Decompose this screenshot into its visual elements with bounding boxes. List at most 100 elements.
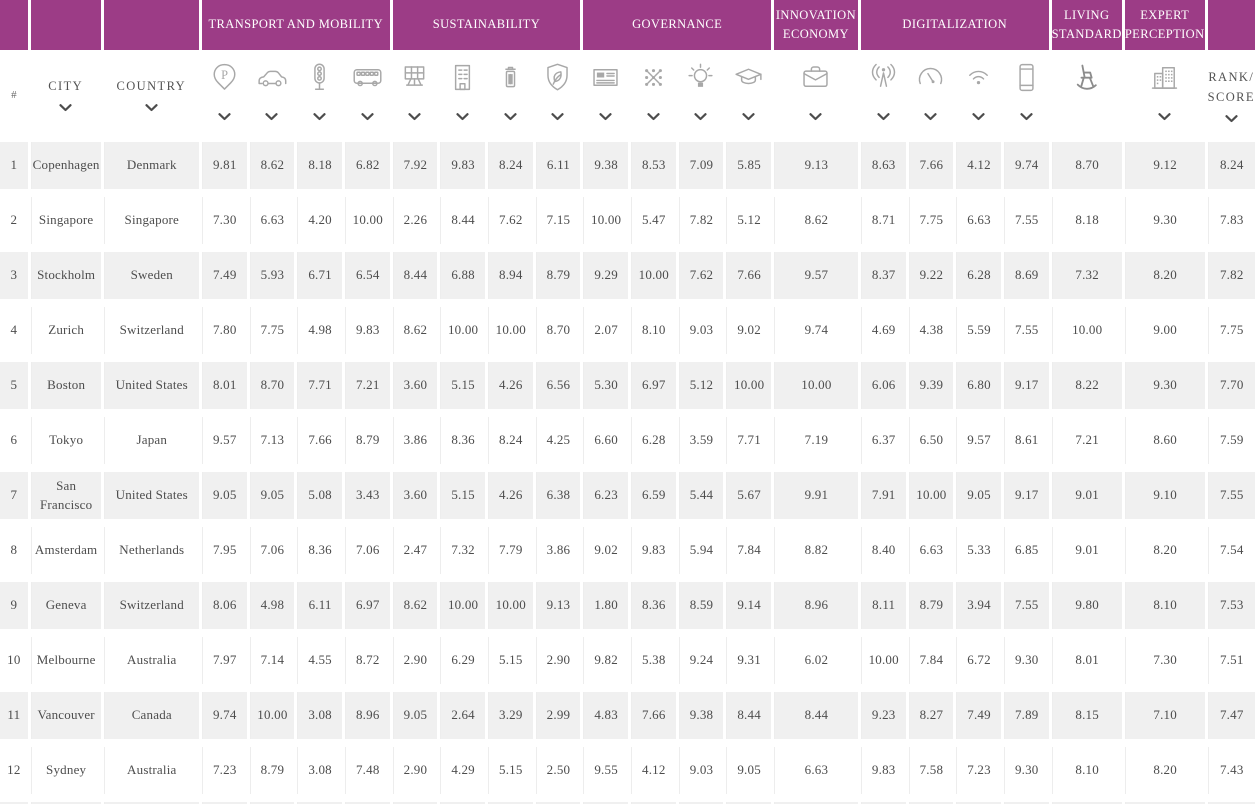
score-cell-living: 7.21	[1051, 417, 1122, 464]
column-header-car[interactable]	[249, 58, 295, 134]
column-header-ideas[interactable]	[678, 58, 724, 134]
sort-chevron-icon[interactable]	[1208, 110, 1255, 128]
score-cell-ideas: 9.03	[678, 747, 724, 794]
sort-chevron-icon[interactable]	[250, 108, 295, 126]
score-cell-score: 7.43	[1207, 747, 1255, 794]
score-cell-speed: 10.00	[908, 472, 954, 519]
score-cell-community: 4.12	[630, 747, 676, 794]
score-cell-score: 8.24	[1207, 142, 1255, 189]
score-cell-solar: 8.62	[392, 307, 438, 354]
table-row: 2 Singapore Singapore 7.30 6.63 4.20 10.00 2.26…	[0, 197, 1255, 244]
traffic-light-icon	[297, 61, 342, 97]
clipped-cell	[201, 802, 247, 804]
score-cell-traffic: 3.08	[297, 747, 342, 794]
score-cell-score: 7.75	[1207, 307, 1255, 354]
column-header-business[interactable]	[773, 58, 858, 134]
sort-chevron-icon[interactable]	[440, 108, 485, 126]
column-header-country[interactable]: COUNTRY	[103, 58, 199, 134]
sort-chevron-icon[interactable]	[31, 99, 101, 117]
category-header-digitalization: DIGITALIZATION	[860, 0, 1049, 50]
column-header-phone[interactable]	[1003, 58, 1049, 134]
column-header-bus[interactable]	[344, 58, 390, 134]
score-cell-parking: 7.49	[201, 252, 247, 299]
column-header-wifi[interactable]	[956, 58, 1001, 134]
column-header-parking[interactable]: P	[201, 58, 247, 134]
category-header-innovation-economy: INNOVATION ECONOMY	[773, 0, 858, 50]
sort-chevron-icon[interactable]	[956, 108, 1001, 126]
sort-chevron-icon[interactable]	[861, 108, 906, 126]
sort-chevron-icon[interactable]	[909, 108, 954, 126]
score-cell-ideas: 9.03	[678, 307, 724, 354]
score-cell-car: 4.98	[249, 582, 295, 629]
rank-cell: 11	[0, 692, 28, 739]
score-cell-traffic: 8.36	[297, 527, 342, 574]
eco-leaf-icon	[536, 61, 581, 97]
score-cell-parking: 9.57	[201, 417, 247, 464]
sort-chevron-icon[interactable]	[679, 108, 724, 126]
column-header-news[interactable]	[583, 58, 628, 134]
score-cell-traffic: 3.08	[297, 692, 342, 739]
sort-chevron-icon[interactable]	[104, 99, 199, 117]
score-cell-business: 7.19	[773, 417, 858, 464]
column-header-eco[interactable]	[535, 58, 581, 134]
column-header-traffic[interactable]	[297, 58, 342, 134]
score-cell-bus: 7.48	[344, 747, 390, 794]
sort-chevron-icon[interactable]	[726, 108, 771, 126]
table-row: 3 Stockholm Sweden 7.49 5.93 6.71 6.54 8.44 6.88…	[0, 252, 1255, 299]
column-header-community[interactable]	[630, 58, 676, 134]
table-row: 12 Sydney Australia 7.23 8.79 3.08 7.48 2.90 4.2…	[0, 747, 1255, 794]
column-header-building[interactable]	[440, 58, 485, 134]
column-header-city[interactable]: CITY	[30, 58, 101, 134]
column-header-education[interactable]	[726, 58, 771, 134]
score-cell-car: 9.05	[249, 472, 295, 519]
score-cell-phone: 6.85	[1003, 527, 1049, 574]
sort-chevron-icon[interactable]	[774, 108, 858, 126]
score-cell-speed: 7.58	[908, 747, 954, 794]
city-cell: Vancouver	[30, 692, 101, 739]
score-cell-solar: 8.44	[392, 252, 438, 299]
column-header-score[interactable]: RANK/ SCORE	[1207, 58, 1255, 134]
column-header-expert[interactable]	[1124, 58, 1205, 134]
column-header-speed[interactable]	[908, 58, 954, 134]
score-cell-solar: 2.90	[392, 747, 438, 794]
score-cell-car: 8.70	[249, 362, 295, 409]
score-cell-speed: 7.84	[908, 637, 954, 684]
score-cell-parking: 7.97	[201, 637, 247, 684]
id-card-icon	[583, 61, 628, 97]
score-cell-car: 10.00	[249, 692, 295, 739]
score-cell-education: 9.02	[726, 307, 771, 354]
sort-chevron-icon[interactable]	[1004, 108, 1049, 126]
country-cell: Denmark	[103, 142, 199, 189]
category-header-governance: GOVERNANCE	[583, 0, 771, 50]
score-cell-parking: 7.23	[201, 747, 247, 794]
table-row: 7 San Francisco United States 9.05 9.05 5.08 3…	[0, 472, 1255, 519]
sort-chevron-icon[interactable]	[536, 108, 581, 126]
score-cell-solar: 7.92	[392, 142, 438, 189]
column-header-waste[interactable]	[487, 58, 533, 134]
score-cell-wifi: 4.12	[956, 142, 1001, 189]
column-header-signal[interactable]	[860, 58, 906, 134]
sort-chevron-icon[interactable]	[1125, 108, 1205, 126]
score-cell-phone: 8.69	[1003, 252, 1049, 299]
score-cell-community: 5.47	[630, 197, 676, 244]
clipped-cell	[583, 802, 628, 804]
rank-cell: 10	[0, 637, 28, 684]
sort-chevron-icon[interactable]	[202, 108, 247, 126]
column-header-rank: #	[0, 58, 28, 134]
score-cell-building: 7.32	[440, 527, 485, 574]
clipped-cell	[535, 802, 581, 804]
sort-chevron-icon[interactable]	[631, 108, 676, 126]
sort-chevron-icon[interactable]	[297, 108, 342, 126]
score-cell-community: 7.66	[630, 692, 676, 739]
column-header-solar[interactable]	[392, 58, 438, 134]
score-cell-community: 8.36	[630, 582, 676, 629]
score-cell-eco: 7.15	[535, 197, 581, 244]
score-cell-ideas: 5.12	[678, 362, 724, 409]
sort-chevron-icon[interactable]	[393, 108, 438, 126]
city-cell: Stockholm	[30, 252, 101, 299]
score-cell-signal: 8.40	[860, 527, 906, 574]
sort-chevron-icon[interactable]	[583, 108, 628, 126]
city-cell: Singapore	[30, 197, 101, 244]
sort-chevron-icon[interactable]	[488, 108, 533, 126]
sort-chevron-icon[interactable]	[345, 108, 390, 126]
